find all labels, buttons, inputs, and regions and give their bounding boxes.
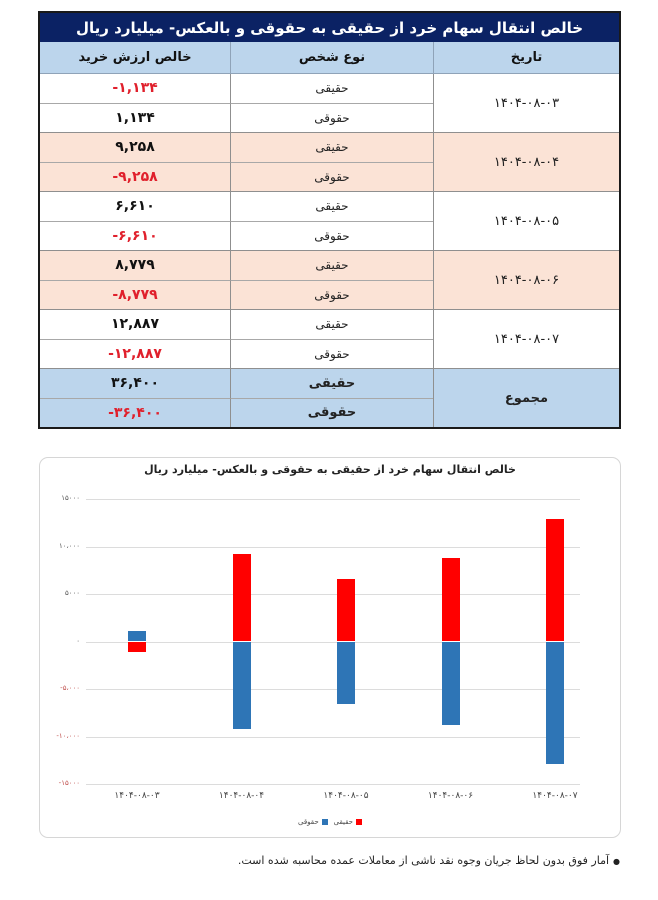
bullet-icon: ●: [613, 857, 620, 866]
type-cell: حقوقی: [230, 339, 433, 368]
net-transfer-table: خالص انتقال سهام خرد از حقیقی به حقوقی و…: [38, 11, 621, 429]
y-tick-label: ۵۰۰۰: [64, 589, 80, 597]
table-group-3: ۱۴۰۴-۰۸-۰۶ حقیقی ۸,۷۷۹ حقوقی -۸,۷۷۹: [40, 251, 619, 310]
table-group-total: مجموع حقیقی ۳۶,۴۰۰ حقوقی -۳۶,۴۰۰: [40, 369, 619, 427]
legend-label: حقوقی: [297, 818, 319, 826]
table-header-row: تاریخ نوع شخص خالص ارزش خرید: [40, 42, 619, 74]
type-cell: حقیقی: [230, 369, 433, 399]
type-cell: حقیقی: [230, 74, 433, 104]
value-cell: -۱,۱۳۴: [40, 74, 230, 104]
type-cell: حقوقی: [230, 162, 433, 191]
bar-hoghooghi[interactable]: [337, 641, 355, 705]
gridline: [86, 499, 580, 500]
legend-label: حقیقی: [333, 818, 354, 826]
total-value-cell: -۳۶,۴۰۰: [108, 404, 162, 421]
value-cell: -۸,۷۷۹: [112, 286, 158, 303]
bar-hoghooghi[interactable]: [546, 641, 564, 764]
chart-title: خالص انتقال سهام خرد از حقیقی به حقوقی و…: [144, 463, 516, 476]
table-title: خالص انتقال سهام خرد از حقیقی به حقوقی و…: [40, 13, 619, 42]
legend-swatch-red-icon: [356, 819, 363, 825]
value-cell: -۹,۲۵۸: [112, 168, 158, 185]
bar-haghighi[interactable]: [546, 519, 564, 642]
bar-haghighi[interactable]: [337, 578, 355, 642]
x-tick-label: ۱۴۰۴-۰۸-۰۶: [427, 791, 474, 801]
stacked-bar-chart: خالص انتقال سهام خرد از حقیقی به حقوقی و…: [39, 457, 621, 838]
legend-swatch-blue-icon: [321, 819, 328, 825]
y-tick-label: ۱۵۰۰۰: [61, 494, 80, 502]
y-tick-label: -۵،۰۰۰: [60, 684, 80, 692]
bar-haghighi[interactable]: [128, 641, 146, 653]
header-date: تاریخ: [433, 42, 619, 73]
gridline: [86, 546, 580, 548]
value-cell: -۱۲,۸۸۷: [108, 345, 162, 362]
gridline: [86, 641, 580, 643]
x-tick-label: ۱۴۰۴-۰۸-۰۷: [532, 791, 578, 801]
value-cell: -۶,۶۱۰: [112, 227, 158, 244]
total-value-cell: ۳۶,۴۰۰: [40, 369, 230, 399]
type-cell: حقوقی: [230, 103, 433, 132]
legend-item-hoghooghi[interactable]: حقوقی: [298, 818, 328, 826]
header-person-type: نوع شخص: [230, 42, 433, 73]
footnote-text: آمار فوق بدون لحاظ جریان وجوه نقد ناشی ا…: [237, 854, 610, 867]
type-cell: حقیقی: [230, 192, 433, 222]
legend-item-haghighi[interactable]: حقیقی: [333, 818, 363, 826]
date-cell: ۱۴۰۴-۰۸-۰۵: [433, 192, 619, 250]
header-net-value: خالص ارزش خرید: [78, 50, 192, 65]
type-cell: حقیقی: [230, 251, 433, 281]
chart-legend: حقیقی حقوقی: [40, 818, 620, 826]
y-tick-label: ۱۰،۰۰۰: [58, 541, 80, 550]
bar-hoghooghi[interactable]: [128, 630, 146, 642]
date-cell: ۱۴۰۴-۰۸-۰۶: [433, 251, 619, 309]
gridline: [86, 736, 580, 738]
value-cell: ۹,۲۵۸: [40, 133, 230, 163]
type-cell: حقوقی: [230, 398, 433, 427]
y-tick-label: -۱۰،۰۰۰: [56, 731, 80, 740]
value-cell: ۱,۱۳۴: [115, 109, 155, 126]
value-cell: ۶,۶۱۰: [40, 192, 230, 222]
gridline: [86, 784, 580, 785]
x-tick-label: ۱۴۰۴-۰۸-۰۵: [323, 791, 369, 801]
bar-haghighi[interactable]: [232, 553, 251, 642]
date-cell: ۱۴۰۴-۰۸-۰۴: [433, 133, 619, 191]
footnote: ●آمار فوق بدون لحاظ جریان وجوه نقد ناشی …: [238, 854, 620, 867]
type-cell: حقیقی: [230, 133, 433, 163]
x-tick-label: ۱۴۰۴-۰۸-۰۴: [218, 791, 265, 801]
total-label: مجموع: [433, 369, 619, 427]
y-tick-label: -۱۵۰۰۰: [58, 779, 80, 787]
y-tick-label: ۰: [76, 636, 80, 645]
type-cell: حقوقی: [230, 280, 433, 309]
date-cell: ۱۴۰۴-۰۸-۰۷: [433, 310, 619, 368]
gridline: [86, 594, 580, 595]
x-tick-label: ۱۴۰۴-۰۸-۰۳: [114, 791, 160, 801]
bar-haghighi[interactable]: [441, 558, 460, 642]
table-group-0: ۱۴۰۴-۰۸-۰۳ حقیقی -۱,۱۳۴ حقوقی ۱,۱۳۴: [40, 74, 619, 133]
type-cell: حقوقی: [230, 221, 433, 250]
value-cell: ۱۲,۸۸۷: [40, 310, 230, 340]
value-cell: ۸,۷۷۹: [40, 251, 230, 281]
table-group-4: ۱۴۰۴-۰۸-۰۷ حقیقی ۱۲,۸۸۷ حقوقی -۱۲,۸۸۷: [40, 310, 619, 369]
bar-hoghooghi[interactable]: [441, 641, 460, 725]
table-group-2: ۱۴۰۴-۰۸-۰۵ حقیقی ۶,۶۱۰ حقوقی -۶,۶۱۰: [40, 192, 619, 251]
gridline: [86, 689, 580, 690]
type-cell: حقیقی: [230, 310, 433, 340]
bar-hoghooghi[interactable]: [232, 641, 251, 730]
date-cell: ۱۴۰۴-۰۸-۰۳: [433, 74, 619, 132]
table-group-1: ۱۴۰۴-۰۸-۰۴ حقیقی ۹,۲۵۸ حقوقی -۹,۲۵۸: [40, 133, 619, 192]
